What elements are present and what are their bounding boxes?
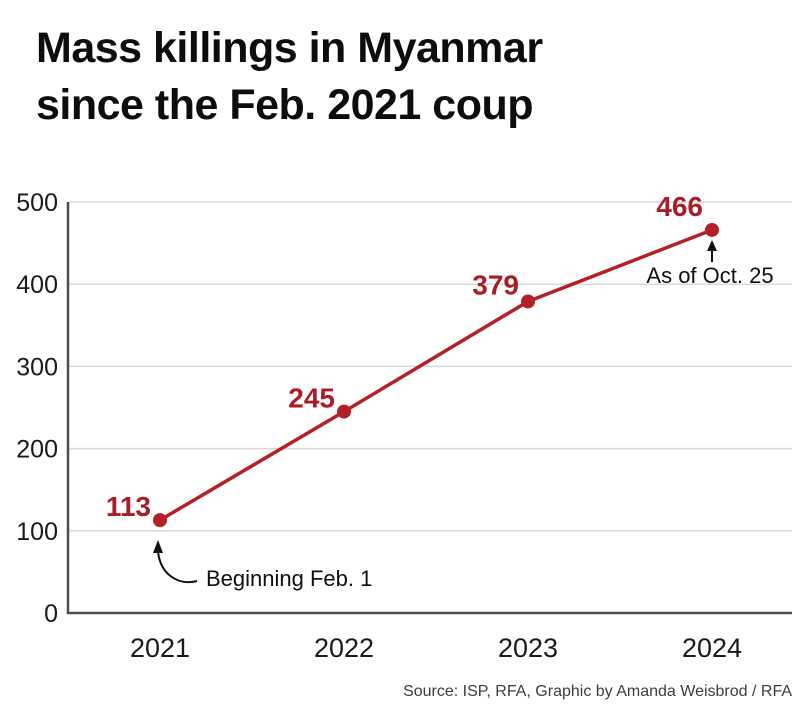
y-tick-label: 200 [16, 436, 58, 464]
data-point [705, 222, 719, 237]
x-tick-label: 2021 [130, 633, 190, 663]
data-point [337, 404, 351, 419]
data-point-label: 113 [106, 491, 151, 522]
data-point-label: 466 [656, 191, 703, 222]
data-point-label: 379 [472, 269, 519, 300]
data-point [153, 513, 167, 528]
data-line [159, 228, 713, 522]
beginning-arrow-head [153, 540, 163, 553]
y-tick-label: 300 [16, 353, 58, 381]
axis-lines [66, 202, 792, 615]
beginning-arrow-curve [157, 550, 198, 584]
chart-title: Mass killings in Myanmar since the Feb. 2… [36, 20, 543, 134]
annotation-beginning-feb1: Beginning Feb. 1 [206, 566, 373, 591]
asof-arrow-head [707, 240, 717, 251]
chart-title-line-2: since the Feb. 2021 coup [36, 80, 534, 129]
y-tick-label: 500 [16, 189, 58, 217]
source-credit: Source: ISP, RFA, Graphic by Amanda Weis… [403, 683, 792, 700]
x-tick-label: 2023 [498, 633, 558, 663]
data-point [521, 294, 535, 309]
x-tick-label: 2024 [682, 633, 742, 663]
y-tick-label: 0 [44, 600, 58, 628]
data-point-label: 245 [288, 383, 335, 414]
chart-title-line-1: Mass killings in Myanmar [36, 24, 543, 72]
y-tick-label: 100 [16, 518, 58, 546]
y-tick-label: 400 [16, 271, 58, 299]
x-tick-label: 2022 [314, 633, 374, 663]
annotation-as-of-oct25: As of Oct. 25 [646, 263, 774, 288]
